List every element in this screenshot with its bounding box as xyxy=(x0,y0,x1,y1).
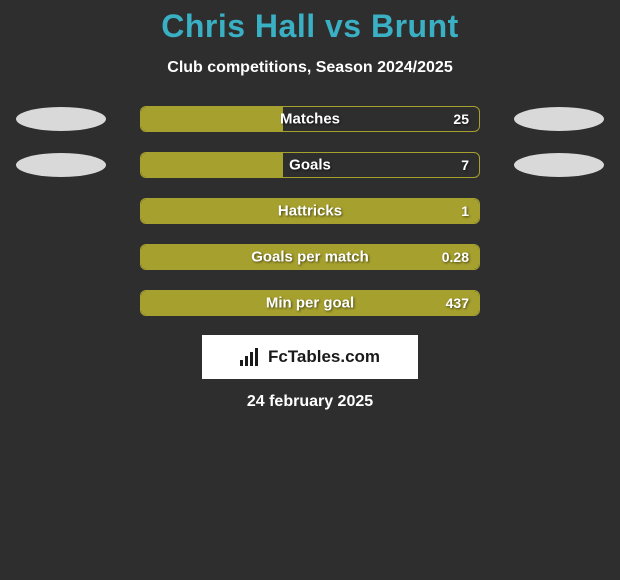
stat-bar-fill xyxy=(141,199,479,223)
date-label: 24 february 2025 xyxy=(0,393,620,411)
stat-value: 25 xyxy=(453,111,469,127)
stat-bar-fill xyxy=(141,153,283,177)
player-left-marker xyxy=(16,107,106,131)
stat-row: Goals per match0.28 xyxy=(0,243,620,271)
stat-row: Matches25 xyxy=(0,105,620,133)
comparison-card: Chris Hall vs Brunt Club competitions, S… xyxy=(0,0,620,580)
stat-bar-fill xyxy=(141,107,283,131)
logo-text: FcTables.com xyxy=(268,347,380,367)
page-title: Chris Hall vs Brunt xyxy=(0,8,620,45)
stat-bar: Min per goal437 xyxy=(140,290,480,316)
stat-rows: Matches25 Goals7 Hattricks1 Goals per match… xyxy=(0,105,620,317)
stat-value: 7 xyxy=(461,157,469,173)
stat-row: Min per goal437 xyxy=(0,289,620,317)
stat-row: Hattricks1 xyxy=(0,197,620,225)
stat-bar: Matches25 xyxy=(140,106,480,132)
bar-chart-icon xyxy=(240,348,262,366)
player-right-marker xyxy=(514,107,604,131)
subtitle: Club competitions, Season 2024/2025 xyxy=(0,59,620,77)
stat-bar: Goals7 xyxy=(140,152,480,178)
player-left-marker xyxy=(16,153,106,177)
source-logo: FcTables.com xyxy=(202,335,418,379)
player-right-marker xyxy=(514,153,604,177)
stat-bar-fill xyxy=(141,245,479,269)
stat-bar: Goals per match0.28 xyxy=(140,244,480,270)
stat-bar-fill xyxy=(141,291,479,315)
stat-bar: Hattricks1 xyxy=(140,198,480,224)
stat-row: Goals7 xyxy=(0,151,620,179)
